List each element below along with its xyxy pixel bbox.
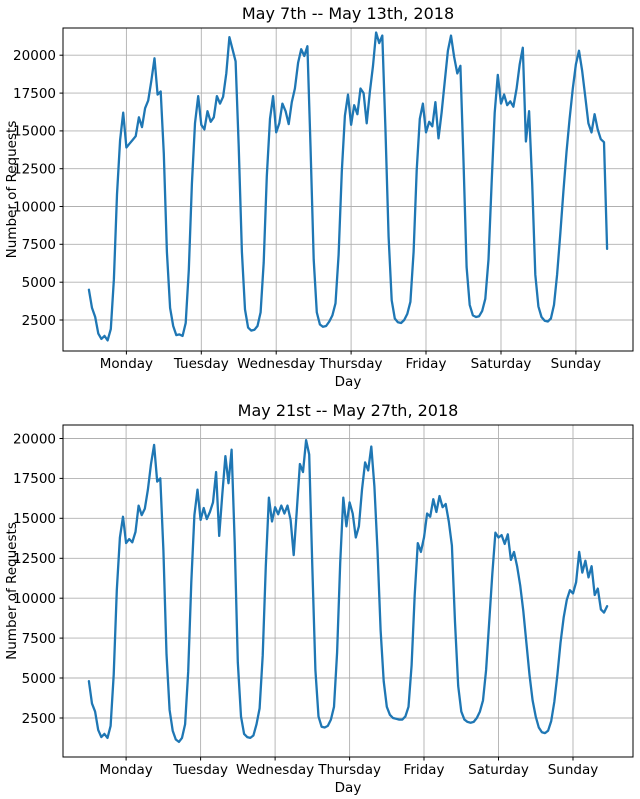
chart-week1: 2500 5000 7500 10000 12500 15000 17500 20000 Mon… [0, 0, 640, 399]
y-tick-label: 10000 [13, 199, 56, 215]
axes-spines [62, 27, 634, 352]
x-tick-label: Sunday [551, 356, 602, 372]
y-tick-label: 15000 [13, 511, 56, 527]
plot-background [0, 0, 640, 399]
x-tick-label: Monday [100, 356, 153, 372]
x-axis-label: Day [335, 374, 362, 390]
x-tick-label: Tuesday [172, 762, 228, 778]
y-tick-label: 17500 [13, 86, 56, 102]
y-tick-label: 20000 [13, 48, 56, 64]
x-axis-label: Day [335, 780, 362, 796]
y-tick-label: 17500 [13, 471, 56, 487]
plot-background [0, 399, 640, 799]
y-tick-label: 12500 [13, 551, 56, 567]
x-tick-label: Sunday [548, 762, 599, 778]
y-tick-label: 20000 [13, 431, 56, 447]
y-axis-label: Number of Requests [4, 121, 20, 259]
x-tick-label: Wednesday [236, 762, 314, 778]
y-tick-label: 7500 [22, 237, 56, 253]
y-tick-label: 2500 [22, 313, 56, 329]
x-tick-label: Thursday [319, 356, 383, 372]
x-tick-label: Saturday [468, 762, 529, 778]
x-tick-label: Saturday [471, 356, 532, 372]
chart-title: May 7th -- May 13th, 2018 [242, 4, 454, 23]
requests-line [87, 438, 609, 744]
x-tick-label: Thursday [317, 762, 381, 778]
x-tick-label: Tuesday [173, 356, 229, 372]
axes-spines [62, 424, 634, 758]
x-tick-label: Monday [99, 762, 152, 778]
chart-title: May 21st -- May 27th, 2018 [238, 401, 459, 420]
y-axis-label: Number of Requests [4, 522, 20, 660]
x-tick-label: Friday [404, 762, 445, 778]
y-tick-label: 7500 [22, 631, 56, 647]
x-tick-label: Wednesday [237, 356, 315, 372]
y-tick-label: 12500 [13, 162, 56, 178]
chart-week2: 2500 5000 7500 10000 12500 15000 17500 20000 Mon… [0, 399, 640, 799]
y-tick-label: 5000 [22, 671, 56, 687]
y-tick-label: 15000 [13, 124, 56, 140]
y-tick-label: 5000 [22, 275, 56, 291]
x-tick-label: Friday [406, 356, 447, 372]
y-tick-label: 2500 [22, 711, 56, 727]
y-tick-label: 10000 [13, 591, 56, 607]
requests-line [87, 31, 609, 342]
